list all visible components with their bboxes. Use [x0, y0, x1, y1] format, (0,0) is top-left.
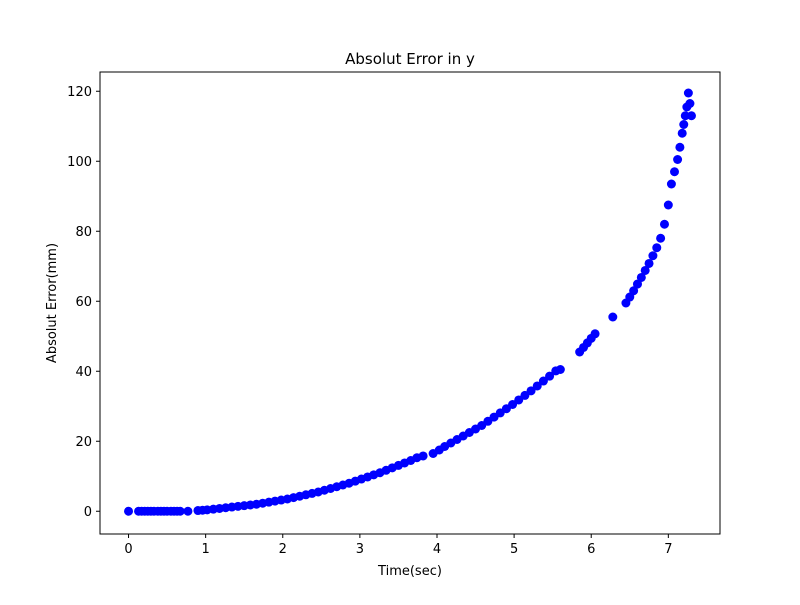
- data-point: [545, 371, 555, 381]
- data-point: [679, 120, 689, 129]
- data-point: [514, 395, 524, 405]
- x-tick-label: 2: [279, 542, 287, 557]
- data-point: [508, 400, 518, 409]
- data-point: [648, 251, 658, 261]
- data-point: [532, 381, 542, 391]
- data-point: [183, 506, 193, 516]
- x-tick-label: 6: [587, 542, 595, 557]
- data-point: [656, 233, 666, 243]
- y-tick-label: 120: [67, 85, 92, 100]
- y-tick-label: 60: [75, 295, 92, 310]
- y-axis-ticks: 0 20 40 60 80 100 120: [67, 85, 100, 520]
- data-point: [686, 111, 696, 121]
- x-axis-title: Time(sec): [377, 564, 442, 579]
- x-tick-label: 1: [202, 542, 210, 557]
- data-point: [673, 155, 683, 164]
- data-point: [590, 329, 600, 339]
- x-tick-label: 5: [510, 542, 518, 557]
- data-point: [652, 243, 662, 253]
- data-point: [659, 219, 669, 229]
- data-point: [629, 286, 639, 296]
- data-point: [538, 376, 548, 386]
- x-tick-label: 0: [124, 542, 132, 557]
- data-point: [632, 279, 642, 289]
- x-axis-ticks: 0 1 2 3 4 5 6 7: [124, 534, 672, 557]
- x-tick-label: 3: [356, 542, 364, 557]
- data-point: [555, 365, 565, 374]
- data-point: [418, 451, 428, 461]
- data-point: [666, 179, 676, 189]
- data-point: [640, 265, 650, 275]
- data-point: [636, 272, 646, 282]
- plot-frame: [99, 71, 721, 535]
- data-point: [675, 142, 685, 152]
- y-tick-label: 20: [75, 435, 92, 450]
- y-tick-label: 0: [84, 505, 92, 520]
- data-point: [663, 200, 673, 210]
- y-tick-label: 40: [75, 365, 92, 380]
- y-tick-label: 100: [67, 155, 92, 170]
- data-point: [670, 167, 679, 177]
- data-point: [608, 312, 618, 322]
- data-point: [124, 506, 134, 516]
- data-point: [520, 390, 530, 400]
- data-point: [680, 111, 690, 121]
- chart-title: Absolut Error in y: [345, 50, 475, 68]
- data-point: [677, 128, 687, 138]
- y-tick-label: 80: [75, 225, 92, 240]
- data-point: [526, 386, 536, 396]
- points-layer: [124, 88, 696, 516]
- x-tick-label: 4: [433, 542, 441, 557]
- data-point: [644, 258, 654, 268]
- data-point: [683, 88, 693, 98]
- x-tick-label: 7: [664, 542, 672, 557]
- data-point: [685, 99, 695, 108]
- data-point: [175, 506, 185, 516]
- y-axis-title: Absolut Error(mm): [45, 243, 60, 363]
